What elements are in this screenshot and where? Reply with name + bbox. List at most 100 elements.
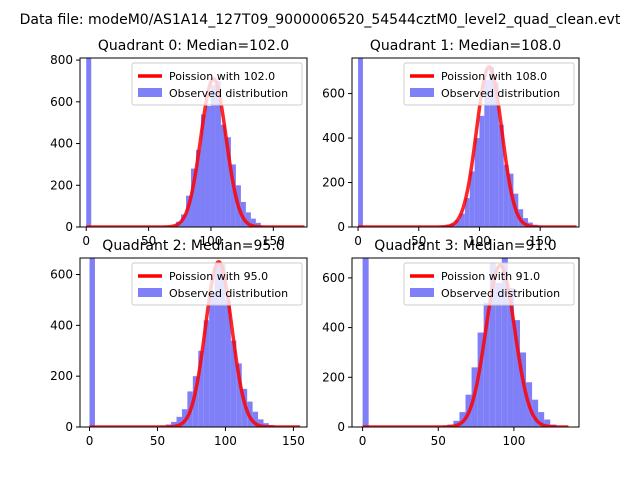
histogram-bar — [538, 412, 545, 427]
plot-area — [361, 258, 570, 427]
histogram-bar — [220, 124, 226, 227]
legend-label-poisson: Poission with 102.0 — [169, 70, 275, 83]
x-tick-label: 100 — [468, 234, 491, 248]
histogram-bar — [460, 213, 465, 227]
poisson-curve — [361, 263, 570, 427]
panel-title: Quadrant 0: Median=102.0 — [98, 38, 289, 54]
histogram-bar — [89, 258, 95, 427]
plot-area — [88, 258, 302, 427]
panels: 0 50 100 150 0 200 400 600 800 Poission with 102.… — [50, 38, 580, 448]
y-tick-label: 0 — [337, 420, 345, 434]
legend-label-observed: Observed distribution — [441, 287, 560, 300]
legend-box — [403, 62, 575, 106]
histogram-bar — [474, 138, 480, 227]
histogram-bar — [220, 264, 226, 427]
legend-patch-swatch — [410, 88, 434, 97]
histogram-bar — [192, 376, 199, 427]
histogram-bar — [200, 114, 206, 227]
histogram-bar — [191, 168, 196, 227]
x-tick-label: 100 — [200, 234, 223, 248]
y-tick-label: 200 — [322, 176, 345, 190]
histogram-bar — [250, 218, 256, 227]
histogram-bar — [86, 58, 92, 227]
histogram-bar — [198, 350, 204, 427]
histogram-bar — [477, 332, 484, 427]
panel-quadrant-0: 0 50 100 150 0 200 400 600 800 Poission with 102.… — [50, 38, 308, 248]
histogram-bar — [358, 58, 363, 227]
histogram-bar — [501, 258, 508, 427]
histogram-bar — [479, 115, 485, 227]
x-tick-label: 100 — [502, 434, 525, 448]
histogram-bar — [209, 294, 215, 427]
panel-quadrant-2: 0 50 100 150 0 200 400 600 Poission with 95.0 Obs… — [50, 238, 308, 448]
y-tick-label: 0 — [65, 420, 73, 434]
x-tick-label: 0 — [86, 434, 94, 448]
histogram-bar — [513, 320, 520, 427]
legend-label-poisson: Poission with 95.0 — [169, 270, 268, 283]
histogram-bar — [455, 220, 461, 227]
axes-frame — [79, 257, 308, 428]
histogram-bar — [494, 82, 499, 227]
y-tick-label: 200 — [50, 369, 73, 383]
histogram-bar — [171, 421, 177, 427]
x-tick-label: 50 — [411, 234, 426, 248]
legend-label-poisson: Poission with 91.0 — [441, 270, 540, 283]
histogram-bar — [236, 363, 242, 427]
axes-frame — [351, 257, 580, 428]
histogram-bar — [483, 302, 490, 427]
histogram-bar — [240, 201, 246, 227]
histogram-bar — [252, 411, 259, 427]
histogram-bar — [507, 287, 514, 427]
legend: Poission with 108.0 Observed distribution — [403, 62, 575, 106]
x-tick-label: 100 — [214, 434, 237, 448]
x-tick-label: 0 — [354, 234, 362, 248]
histogram-bar — [225, 137, 231, 227]
histogram-bar — [464, 198, 470, 227]
panel-title: Quadrant 1: Median=108.0 — [370, 38, 561, 54]
figure-suptitle: Data file: modeM0/AS1A14_127T09_90000065… — [20, 12, 621, 28]
legend-box — [403, 262, 575, 306]
histogram-bar — [489, 262, 496, 427]
histogram-bar — [176, 416, 182, 427]
x-tick-label: 50 — [150, 434, 165, 448]
histogram-bar — [508, 173, 514, 227]
legend-label-observed: Observed distribution — [441, 87, 560, 100]
y-tick-label: 200 — [322, 370, 345, 384]
legend-box — [131, 62, 303, 106]
histogram-bar — [519, 352, 527, 427]
legend-patch-swatch — [138, 288, 162, 297]
histogram-bar — [258, 419, 264, 427]
legend: Poission with 91.0 Observed distribution — [403, 262, 575, 306]
histogram-bar — [532, 399, 539, 427]
histogram-bar — [484, 80, 490, 227]
y-tick-label: 400 — [50, 318, 73, 332]
y-tick-label: 800 — [50, 53, 73, 67]
x-tick-label: 0 — [82, 234, 90, 248]
legend-label-observed: Observed distribution — [169, 287, 288, 300]
legend-label-poisson: Poission with 108.0 — [441, 70, 547, 83]
legend-patch-swatch — [410, 288, 434, 297]
legend-box — [131, 262, 303, 306]
histogram-bar — [469, 171, 475, 227]
histogram-bar — [489, 66, 495, 227]
x-tick-label: 150 — [282, 434, 305, 448]
histogram-bar — [245, 212, 251, 227]
histogram-bar — [230, 340, 237, 427]
y-tick-label: 600 — [322, 271, 345, 285]
y-tick-label: 400 — [322, 321, 345, 335]
y-tick-label: 0 — [65, 220, 73, 234]
histogram-bar — [225, 299, 231, 427]
histogram-bar — [214, 264, 221, 427]
y-tick-label: 0 — [337, 220, 345, 234]
histogram-bar — [498, 124, 504, 227]
x-tick-label: 0 — [359, 434, 367, 448]
x-tick-label: 150 — [529, 234, 552, 248]
histogram-bar — [181, 409, 188, 427]
y-tick-label: 200 — [50, 178, 73, 192]
histogram-bar — [210, 85, 216, 227]
legend-patch-swatch — [138, 88, 162, 97]
histogram-bar — [195, 149, 201, 227]
histogram-bar — [230, 164, 236, 227]
y-tick-label: 400 — [50, 137, 73, 151]
